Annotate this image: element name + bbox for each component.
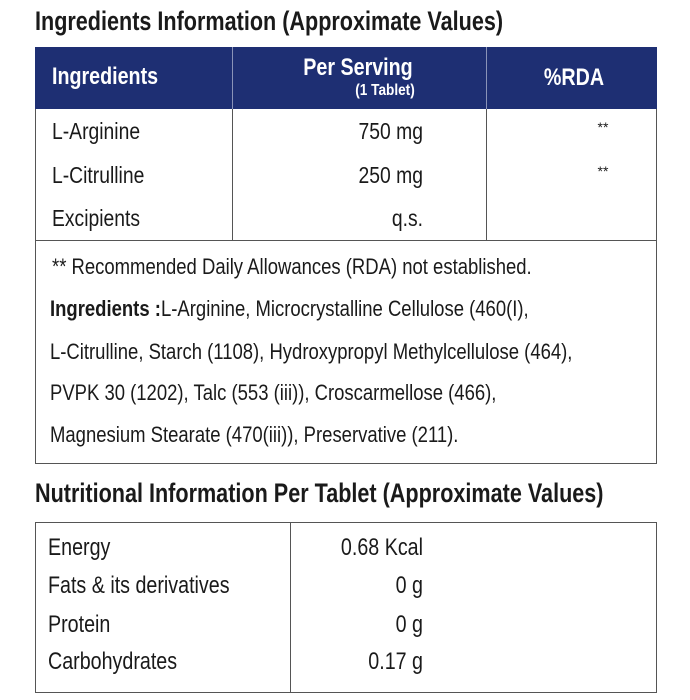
ingredients-text: L-Arginine, Microcrystalline Cellulose (… [160, 296, 529, 321]
nutrient-value: 0 g [395, 611, 423, 638]
per-serving-value: 750 mg [358, 117, 423, 144]
nutrient-name: Energy [48, 534, 111, 561]
nutrient-value: 0.68 Kcal [340, 534, 423, 561]
column-header: Ingredients [52, 63, 159, 90]
nutrient-value: 0.17 g [368, 648, 423, 675]
column-divider [486, 109, 487, 241]
ingredient-name: L-Arginine [52, 117, 141, 144]
section-title: Nutritional Information Per Tablet (Appr… [35, 477, 604, 508]
nutrient-name: Fats & its derivatives [48, 572, 230, 599]
rda-value: ** [597, 163, 609, 179]
row-divider [35, 240, 657, 241]
ingredients-text: L-Citrulline, Starch (1108), Hydroxyprop… [50, 339, 573, 364]
column-divider [232, 109, 233, 241]
column-header: Per Serving [303, 54, 413, 81]
per-serving-value: 250 mg [358, 161, 423, 188]
column-divider [290, 522, 291, 693]
nutrition-table-border [35, 522, 657, 693]
ingredient-name: L-Citrulline [52, 161, 145, 188]
column-header: %RDA [543, 64, 605, 91]
section-title: Ingredients Information (Approximate Val… [35, 5, 504, 36]
nutrient-name: Carbohydrates [48, 648, 178, 675]
ingredient-name: Excipients [52, 204, 141, 231]
nutrient-value: 0 g [395, 572, 423, 599]
per-serving-value: q.s. [391, 204, 423, 231]
column-subheader: (1 Tablet) [355, 82, 415, 99]
ingredients-label: Ingredients : [50, 296, 161, 321]
ingredients-text: PVPK 30 (1202), Talc (553 (iii)), Crosca… [50, 380, 497, 405]
rda-value: ** [597, 119, 609, 135]
ingredients-text: Magnesium Stearate (470(iii)), Preservat… [50, 422, 459, 447]
nutrient-name: Protein [48, 611, 111, 638]
table-header [35, 47, 657, 109]
note: ** Recommended Daily Allowances (RDA) no… [52, 254, 532, 279]
